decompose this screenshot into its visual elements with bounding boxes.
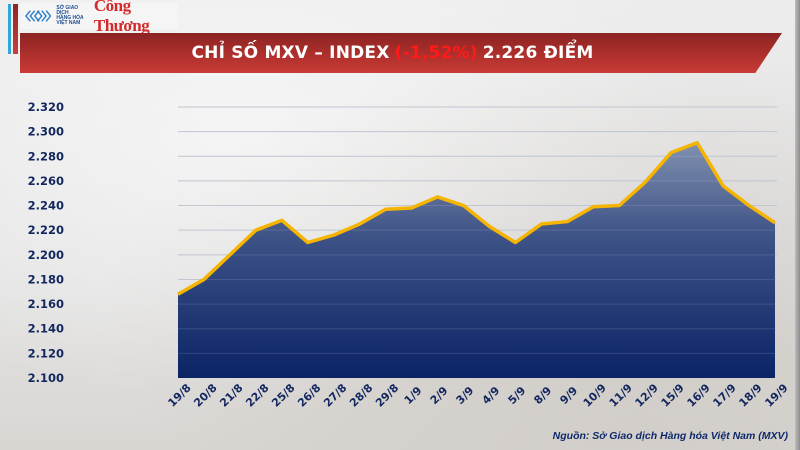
accent-bar-blue <box>8 4 11 54</box>
x-axis-ticks: 19/820/821/822/825/826/827/828/829/8 1/9 2… <box>165 381 790 409</box>
x-tick-label: 10/9 <box>581 381 609 409</box>
y-tick-label: 2.120 <box>28 346 64 360</box>
mxv-logo-line-2: HÀNG HÓA <box>56 15 84 21</box>
x-tick-label: 20/8 <box>191 381 219 409</box>
x-tick-label: 25/8 <box>269 381 297 409</box>
mxv-logo-line-1: SỞ GIAO DỊCH <box>56 5 79 16</box>
area-fill <box>178 142 775 378</box>
x-tick-label: 28/8 <box>347 381 375 409</box>
x-tick-label: 5/9 <box>506 384 529 407</box>
y-tick-label: 2.160 <box>28 297 64 311</box>
x-tick-label: 16/9 <box>685 381 713 409</box>
x-tick-label: 1/9 <box>402 384 425 407</box>
x-tick-label: 19/9 <box>762 381 790 409</box>
x-tick-label: 21/8 <box>217 381 245 409</box>
accent-bar-red <box>13 4 18 54</box>
x-tick-label: 22/8 <box>243 381 271 409</box>
title-change-percent: (-1,52%) <box>394 43 478 63</box>
chart-title: CHỈ SỐ MXV – INDEX (-1,52%) 2.226 ĐIỂM <box>20 33 765 73</box>
x-tick-label: 26/8 <box>295 381 323 409</box>
y-tick-label: 2.200 <box>28 248 64 262</box>
y-tick-label: 2.280 <box>28 149 64 163</box>
x-tick-label: 3/9 <box>454 384 477 407</box>
y-tick-label: 2.260 <box>28 174 64 188</box>
x-tick-label: 29/8 <box>373 381 401 409</box>
x-tick-label: 11/9 <box>607 381 635 409</box>
y-tick-label: 2.100 <box>28 371 64 385</box>
mxv-logo-line-3: VIỆT NAM <box>56 20 81 26</box>
header-logos: SỞ GIAO DỊCH HÀNG HÓA VIỆT NAM Công Thươ… <box>20 0 178 35</box>
x-tick-label: 4/9 <box>480 384 503 407</box>
mxv-logo-icon <box>25 10 52 22</box>
page-edge <box>795 0 800 450</box>
y-tick-label: 2.240 <box>28 199 64 213</box>
x-tick-label: 19/8 <box>165 381 193 409</box>
y-tick-label: 2.140 <box>28 322 64 336</box>
title-suffix: 2.226 ĐIỂM <box>482 43 594 63</box>
y-tick-label: 2.220 <box>28 223 64 237</box>
x-tick-label: 9/9 <box>557 384 580 407</box>
y-axis-ticks: 2.100 2.120 2.140 2.160 2.180 2.200 2.220 2.240… <box>28 100 64 385</box>
x-tick-label: 15/9 <box>659 381 687 409</box>
title-banner <box>20 33 782 73</box>
x-tick-label: 12/9 <box>633 381 661 409</box>
x-tick-label: 2/9 <box>428 384 451 407</box>
x-tick-label: 27/8 <box>321 381 349 409</box>
x-tick-label: 8/9 <box>531 384 554 407</box>
source-note: Nguồn: Sở Giao dịch Hàng hóa Việt Nam (M… <box>552 430 788 442</box>
x-tick-label: 18/9 <box>736 381 764 409</box>
mxv-logo-text: SỞ GIAO DỊCH HÀNG HÓA VIỆT NAM <box>56 6 89 26</box>
gridlines-over-area <box>178 106 777 354</box>
index-line <box>177 140 776 296</box>
y-tick-label: 2.320 <box>28 100 64 114</box>
y-tick-label: 2.300 <box>28 125 64 139</box>
y-tick-label: 2.180 <box>28 272 64 286</box>
x-tick-label: 17/9 <box>710 381 738 409</box>
congthuong-logo: Công Thương <box>93 0 150 35</box>
title-prefix: CHỈ SỐ MXV – INDEX <box>191 43 390 63</box>
